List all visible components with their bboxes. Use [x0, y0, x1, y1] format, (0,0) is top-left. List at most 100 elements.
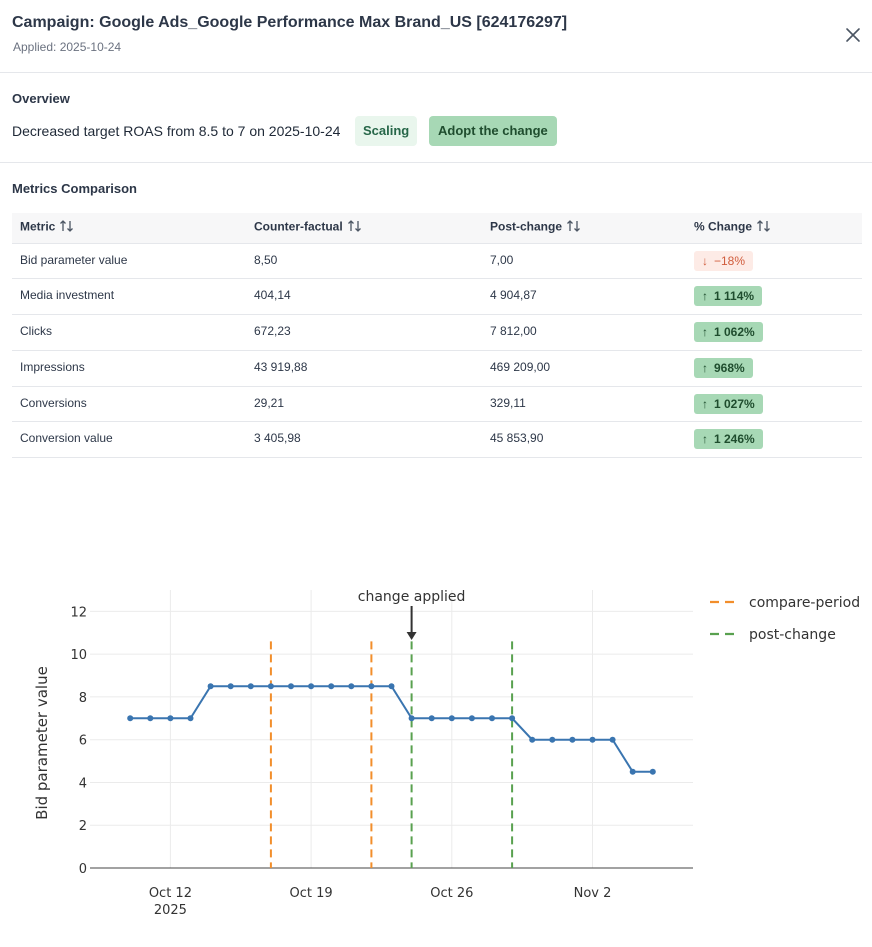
applied-date: Applied: 2025-10-24	[13, 40, 122, 54]
data-point	[549, 736, 556, 743]
metric-cell: Bid parameter value	[12, 243, 246, 280]
data-point	[529, 736, 536, 743]
overview-section: Overview Decreased target ROAS from 8.5 …	[0, 73, 872, 163]
pct-change-cell: ↑ 1 246%	[686, 421, 862, 459]
y-tick-label: 4	[79, 776, 87, 791]
pct-change-cell: ↑ 968%	[686, 350, 862, 387]
data-point	[448, 715, 455, 722]
column-header-metric[interactable]: Metric	[12, 213, 246, 244]
change-value: 1 246%	[714, 432, 755, 447]
data-point	[348, 683, 355, 690]
data-point	[509, 715, 516, 722]
sort-icon[interactable]	[756, 219, 772, 236]
data-point	[187, 715, 194, 722]
data-point	[308, 683, 315, 690]
pct-change-cell: ↑ 1 114%	[686, 278, 862, 316]
table-row: Media investment 404,14 4 904,87 ↑ 1 114%	[12, 278, 862, 316]
campaign-title: Campaign: Google Ads_Google Performance …	[12, 14, 568, 31]
data-point	[147, 715, 154, 722]
change-badge: ↑ 1 027%	[694, 393, 763, 414]
data-point	[288, 683, 294, 690]
x-tick-label: Oct 26	[430, 886, 473, 901]
sort-icon[interactable]	[59, 219, 75, 236]
data-point	[167, 715, 174, 722]
sort-icon[interactable]	[566, 219, 582, 236]
legend-label: compare-period	[749, 595, 860, 611]
y-tick-label: 12	[70, 605, 87, 620]
counterfactual-cell: 29,21	[246, 386, 482, 423]
y-tick-label: 10	[70, 648, 87, 663]
data-point	[247, 683, 254, 690]
metric-cell: Media investment	[12, 278, 246, 316]
data-point	[569, 736, 576, 743]
counterfactual-cell: 43 919,88	[246, 350, 482, 387]
pct-change-cell: ↑ 1 027%	[686, 386, 862, 423]
metrics-title: Metrics Comparison	[12, 181, 137, 196]
counterfactual-cell: 3 405,98	[246, 421, 482, 459]
data-point	[468, 715, 475, 722]
metric-cell: Conversion value	[12, 421, 246, 459]
close-button[interactable]	[842, 24, 864, 46]
change-value: 968%	[714, 360, 745, 375]
column-label: Counter-factual	[254, 219, 343, 234]
arrow-up-icon: ↑	[702, 432, 708, 447]
column-label: % Change	[694, 219, 753, 234]
arrow-up-icon: ↑	[702, 360, 708, 375]
adopt-change-button[interactable]: Adopt the change	[429, 116, 557, 146]
data-point	[368, 683, 375, 690]
change-badge: ↑ 1 062%	[694, 322, 763, 343]
post-change-cell: 7 812,00	[482, 314, 686, 351]
arrow-up-icon: ↑	[702, 325, 708, 340]
data-point	[127, 715, 134, 722]
table-row: Bid parameter value 8,50 7,00 ↓ −18%	[12, 243, 862, 280]
annotation-label: change applied	[358, 589, 466, 605]
table-header-row: Metric Counter-factual Post-change % Cha…	[12, 213, 862, 244]
column-header-post-change[interactable]: Post-change	[482, 213, 686, 244]
data-point	[267, 683, 274, 690]
metric-cell: Clicks	[12, 314, 246, 351]
post-change-cell: 469 209,00	[482, 350, 686, 387]
table-row: Conversion value 3 405,98 45 853,90 ↑ 1 246%	[12, 421, 862, 459]
sort-icon[interactable]	[347, 219, 363, 236]
data-point	[227, 683, 234, 690]
series-line	[130, 685, 653, 773]
x-tick-label: Oct 19	[290, 886, 333, 901]
overview-description: Decreased target ROAS from 8.5 to 7 on 2…	[12, 123, 341, 139]
pct-change-cell: ↑ 1 062%	[686, 314, 862, 351]
y-tick-label: 2	[79, 819, 87, 834]
legend-label: post-change	[749, 627, 836, 643]
y-tick-label: 0	[79, 862, 87, 877]
data-point	[649, 768, 656, 775]
close-icon	[846, 28, 860, 42]
pct-change-cell: ↓ −18%	[686, 243, 862, 280]
x-tick-label: Oct 12	[149, 886, 192, 901]
change-value: −18%	[714, 253, 746, 268]
annotation-arrow-head	[406, 632, 417, 640]
data-point	[328, 683, 335, 690]
metric-cell: Conversions	[12, 386, 246, 423]
overview-title: Overview	[12, 91, 70, 106]
y-tick-label: 6	[79, 734, 87, 749]
change-badge: ↑ 1 114%	[694, 286, 763, 307]
table-row: Conversions 29,21 329,11 ↑ 1 027%	[12, 386, 862, 423]
status-badge: Scaling	[355, 116, 418, 146]
arrow-down-icon: ↓	[702, 253, 708, 268]
y-tick-label: 8	[79, 691, 87, 706]
counterfactual-cell: 8,50	[246, 243, 482, 280]
column-header-counterfactual[interactable]: Counter-factual	[246, 213, 482, 244]
counterfactual-cell: 404,14	[246, 278, 482, 316]
counterfactual-cell: 672,23	[246, 314, 482, 351]
column-label: Post-change	[490, 219, 563, 234]
table-row: Impressions 43 919,88 469 209,00 ↑ 968%	[12, 350, 862, 387]
column-header-pct-change[interactable]: % Change	[686, 213, 862, 244]
post-change-cell: 45 853,90	[482, 421, 686, 459]
data-point	[489, 715, 495, 722]
data-point	[207, 683, 214, 690]
y-axis-label: Bid parameter value	[33, 666, 51, 820]
data-point	[589, 736, 596, 743]
data-point	[428, 715, 435, 722]
dialog-header: Campaign: Google Ads_Google Performance …	[0, 0, 872, 73]
table-row: Clicks 672,23 7 812,00 ↑ 1 062%	[12, 314, 862, 351]
x-tick-label: Nov 2	[574, 886, 612, 901]
change-badge: ↑ 968%	[694, 357, 753, 378]
